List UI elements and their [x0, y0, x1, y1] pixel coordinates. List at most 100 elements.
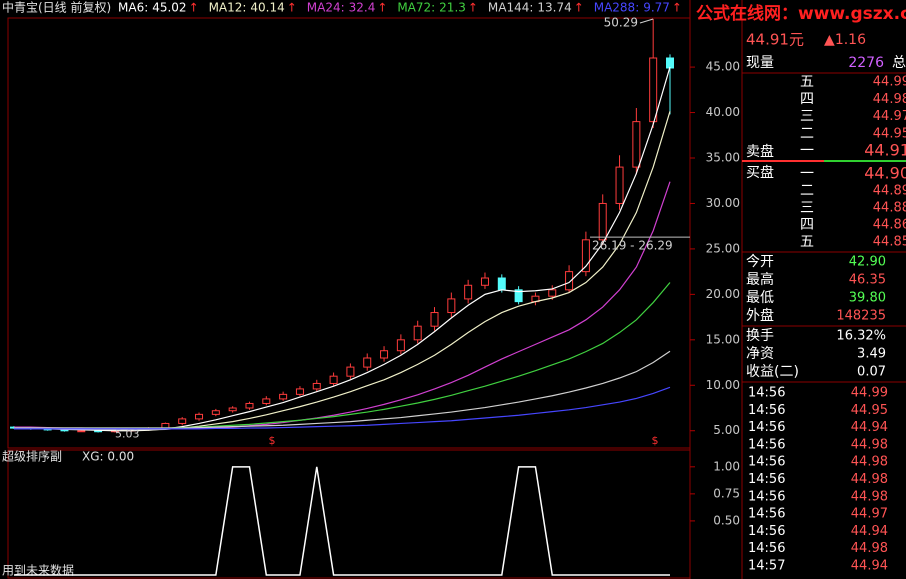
panel-text: 44.95 [851, 403, 888, 418]
candle-body [396, 339, 405, 352]
panel-text: 最高 [746, 271, 774, 288]
panel-text: 14:56 [748, 524, 785, 539]
annotation: 5.03 [115, 427, 140, 440]
panel-text: 14:56 [748, 403, 785, 418]
candle-body [649, 57, 658, 123]
panel-text: 46.35 [849, 273, 886, 288]
candle-body [514, 289, 523, 303]
panel-text: 一 [800, 166, 814, 182]
panel-text: 二 [800, 183, 814, 199]
panel-text: 外盘 [746, 307, 774, 324]
panel-text: 现量 [746, 55, 774, 71]
panel-text: 44.98 [851, 541, 888, 556]
candle-body [295, 388, 304, 395]
signal-marker: $ [269, 434, 276, 447]
legend-value: 45.02 [152, 1, 186, 15]
legend-colon: : [144, 1, 148, 15]
sub-title: 超级排序副 [2, 449, 62, 464]
panel-text: 四 [800, 217, 814, 233]
legend-value: 32.4 [349, 1, 376, 15]
panel-text: 五 [800, 234, 814, 250]
panel-text: 五 [800, 74, 814, 90]
panel-text: 卖盘 [746, 143, 774, 160]
panel-text: 收益(二) [746, 364, 799, 380]
panel-text: 44.94 [851, 559, 888, 574]
candle-body [312, 382, 321, 390]
panel-text: 39.80 [849, 291, 886, 306]
legend-name: MA24 [307, 1, 341, 15]
candle-body [632, 121, 641, 168]
panel-text: 44.98 [851, 437, 888, 452]
candle-body [480, 277, 489, 286]
candle-body [430, 312, 439, 327]
panel-text: 44.86 [873, 218, 906, 233]
panel-text: 44.85 [873, 235, 906, 250]
panel-text: 14:56 [748, 437, 785, 452]
y-tick-label: 5.00 [713, 423, 740, 437]
y-tick-label: 15.00 [706, 332, 740, 346]
legend-arrow: ↑ [574, 1, 584, 15]
legend-name: MA6 [118, 1, 144, 15]
signal-line [14, 466, 670, 576]
candle-body [228, 407, 237, 412]
panel-text: 今开 [746, 254, 774, 270]
candle-body [548, 289, 557, 297]
legend-colon: : [341, 1, 345, 15]
candle-body [195, 413, 204, 420]
panel-text: 三 [800, 200, 814, 216]
legend-arrow: ↑ [287, 1, 297, 15]
legend-name: MA12 [209, 1, 243, 15]
panel-text: 总 [892, 55, 906, 71]
panel-text: 14:56 [748, 472, 785, 487]
legend-value: 21.3 [439, 1, 466, 15]
sub-frame [7, 449, 691, 579]
y-tick-label: 45.00 [706, 60, 740, 74]
panel-text: 换手 [746, 327, 774, 344]
panel-text: 44.94 [851, 524, 888, 539]
panel-text: 14:56 [748, 386, 785, 401]
candle-body [77, 430, 86, 433]
main-frame [7, 17, 691, 449]
legend-name: MA288 [594, 1, 635, 15]
panel-text: 44.98 [851, 472, 888, 487]
candle-body [363, 357, 372, 368]
y-tick-label: 35.00 [706, 151, 740, 165]
candle-body [211, 410, 220, 415]
panel-text: 44.94 [851, 420, 888, 435]
candle-body [161, 422, 170, 429]
ma-line [14, 282, 671, 429]
legend-colon: : [635, 1, 639, 15]
y-tick-label: 40.00 [706, 105, 740, 119]
panel-text: 44.88 [873, 201, 906, 216]
legend-value: 9.77 [643, 1, 670, 15]
candle-body [380, 350, 389, 359]
legend-value: 40.14 [250, 1, 284, 15]
panel-text: 44.98 [851, 489, 888, 504]
annotation: 50.29 [604, 16, 638, 30]
panel-text: 三 [800, 109, 814, 125]
panel-text: 16.32% [836, 329, 886, 344]
note: 用到未来数据 [2, 563, 74, 578]
ma-line [13, 66, 671, 432]
candle-body [615, 166, 624, 204]
panel-text: 14:56 [748, 489, 785, 504]
chart-title: 中青宝(日线 前复权) [2, 0, 111, 15]
candle-body [245, 402, 254, 409]
signal-marker: $ [652, 434, 659, 447]
ma-line [14, 111, 671, 431]
panel-text: 44.91 [864, 141, 906, 160]
panel-text: 最低 [746, 290, 774, 306]
sub-subtitle: XG: 0.00 [82, 450, 134, 464]
candle-body [497, 277, 506, 291]
panel-text: ▲1.16 [824, 32, 866, 48]
legend-arrow: ↑ [468, 1, 478, 15]
panel-text: 买盘 [746, 164, 774, 181]
ma-line [14, 350, 671, 429]
panel-text: 14:57 [748, 559, 785, 574]
legend-value: 13.74 [537, 1, 571, 15]
panel-text: 2276 [848, 55, 884, 71]
ma-line [14, 386, 671, 430]
panel-text: 二 [800, 126, 814, 142]
panel-text: 44.97 [851, 507, 888, 522]
